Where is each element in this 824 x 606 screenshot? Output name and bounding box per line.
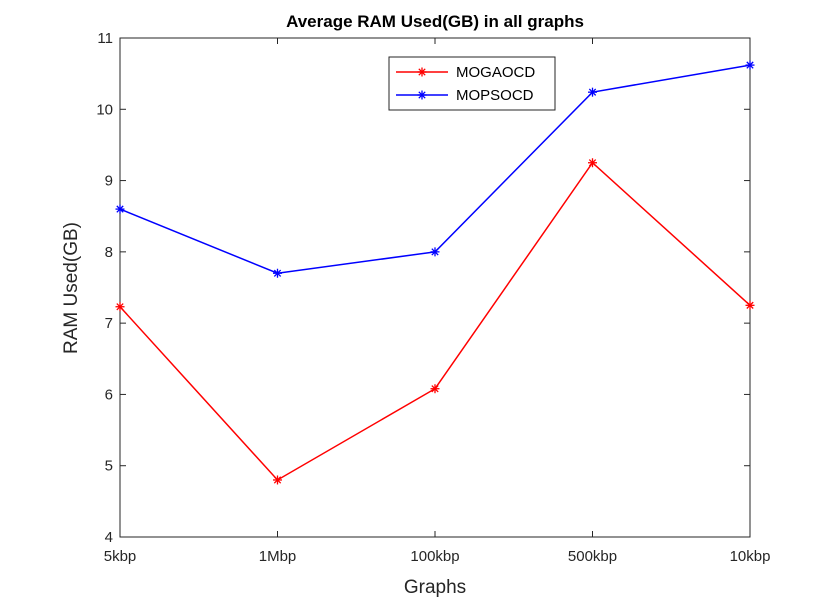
y-tick-label: 9 xyxy=(105,173,113,190)
chart-title: Average RAM Used(GB) in all graphs xyxy=(286,12,584,31)
x-axis-ticks: 5kbp 1Mbp 100kbp 500kbp 10kbp xyxy=(104,38,771,565)
data-point-mopsocd xyxy=(273,268,282,278)
data-point-mogaocd xyxy=(588,158,597,168)
data-point-mogaocd xyxy=(115,302,125,312)
series-layer xyxy=(115,60,755,485)
legend-marker-mogaocd-glyph xyxy=(417,67,427,77)
data-point-mopsocd xyxy=(745,60,755,70)
x-tick-label: 100kbp xyxy=(410,548,459,565)
data-point-mogaocd xyxy=(745,300,755,310)
data-point-mogaocd-stroke xyxy=(588,159,597,167)
legend-marker-mogaocd-glyph-stroke xyxy=(418,68,426,76)
legend-label-mopsocd: MOPSOCD xyxy=(456,87,534,104)
y-tick-label: 6 xyxy=(105,386,113,403)
data-point-mopsocd xyxy=(115,204,125,214)
y-tick-label: 10 xyxy=(96,101,113,118)
legend-marker-mopsocd-glyph xyxy=(417,90,427,100)
data-point-mopsocd-stroke xyxy=(588,88,597,96)
legend-marker-mopsocd-glyph-stroke xyxy=(418,91,426,99)
data-point-mogaocd xyxy=(430,384,440,394)
y-tick-label: 7 xyxy=(105,315,113,332)
data-point-mopsocd xyxy=(588,87,597,97)
data-point-mopsocd xyxy=(430,247,440,257)
y-tick-label: 4 xyxy=(105,529,113,546)
legend-label-mogaocd: MOGAOCD xyxy=(456,64,535,81)
legend-marker-mopsocd xyxy=(417,90,427,100)
data-point-mogaocd-stroke xyxy=(273,476,282,484)
x-tick-label: 1Mbp xyxy=(259,548,297,565)
x-tick-label: 10kbp xyxy=(730,548,771,565)
legend: MOGAOCD MOPSOCD xyxy=(388,56,556,111)
legend-marker-mogaocd xyxy=(417,67,427,77)
y-axis-label: RAM Used(GB) xyxy=(61,222,82,354)
data-point-mogaocd-stroke xyxy=(116,303,124,311)
y-tick-label: 11 xyxy=(97,30,113,47)
x-axis-label: Graphs xyxy=(404,577,466,598)
data-point-mogaocd-stroke xyxy=(431,385,439,393)
x-tick-label: 5kbp xyxy=(104,548,137,565)
data-point-mogaocd-stroke xyxy=(746,301,754,309)
legend-box xyxy=(388,56,556,111)
plot-area xyxy=(119,37,751,538)
y-tick-label: 8 xyxy=(105,244,113,261)
x-tick-label: 500kbp xyxy=(568,548,617,565)
y-tick-label: 5 xyxy=(105,458,113,475)
data-point-mopsocd-stroke xyxy=(273,269,282,277)
data-point-mogaocd xyxy=(273,475,282,485)
data-point-mopsocd-stroke xyxy=(431,248,439,256)
data-point-mopsocd-stroke xyxy=(116,205,124,213)
y-axis-ticks: 4 5 6 7 8 9 10 11 xyxy=(96,30,750,546)
data-point-mopsocd-stroke xyxy=(746,61,754,69)
